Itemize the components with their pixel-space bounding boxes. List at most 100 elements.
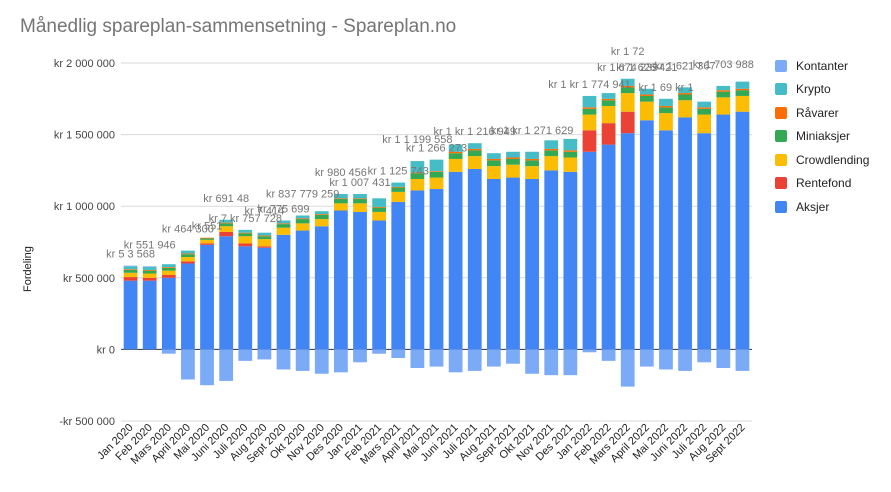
bar-aksjer — [659, 130, 673, 350]
y-axis-title: Fordeling — [22, 246, 34, 292]
bar-miniaksjer — [372, 207, 387, 212]
bar-kontanter — [525, 349, 539, 374]
bar-r-varer — [161, 267, 176, 268]
data-label: kr 837 779 259 — [266, 189, 339, 201]
bar-kontanter — [161, 349, 176, 354]
legend-item: Råvarer — [775, 101, 869, 125]
bar-r-varer — [181, 253, 195, 255]
bar-miniaksjer — [659, 107, 673, 114]
bar-crowdlending — [238, 236, 253, 244]
bar-krypto — [257, 232, 272, 236]
bar-aksjer — [123, 280, 138, 350]
bar-krypto — [544, 140, 559, 149]
bar-krypto — [295, 215, 310, 219]
bar-aksjer — [735, 111, 750, 350]
bar-aksjer — [716, 114, 731, 350]
bar-miniaksjer — [678, 94, 692, 101]
bar-aksjer — [142, 280, 157, 350]
bar-kontanter — [716, 349, 731, 369]
bar-miniaksjer — [334, 199, 348, 204]
legend-item: Crowdlending — [775, 148, 869, 172]
bar-aksjer — [181, 263, 195, 350]
bar-aksjer — [429, 189, 444, 350]
bar-crowdlending — [123, 272, 138, 278]
bar-miniaksjer — [697, 108, 712, 115]
bar-r-varer — [353, 198, 367, 200]
bar-kontanter — [639, 349, 654, 367]
bar-r-varer — [314, 214, 329, 215]
data-label: kr 1 007 431 — [329, 177, 390, 189]
bar-rentefond — [582, 130, 597, 152]
bar-aksjer — [200, 244, 214, 350]
bar-miniaksjer — [238, 233, 253, 237]
bar-r-varer — [506, 157, 520, 159]
bar-miniaksjer — [429, 171, 444, 178]
data-label: kr 1 kr 1 271 629 — [491, 125, 574, 137]
legend-swatch — [775, 177, 787, 190]
bar-r-varer — [544, 148, 559, 151]
bar-miniaksjer — [544, 150, 559, 157]
y-tick-label: kr 2 000 000 — [54, 58, 115, 70]
bar-kontanter — [410, 349, 425, 369]
bar-miniaksjer — [276, 224, 291, 228]
bar-r-varer — [123, 269, 138, 270]
legend-swatch — [775, 106, 787, 119]
bar-miniaksjer — [295, 219, 310, 224]
bar-krypto — [467, 143, 482, 149]
legend-swatch — [775, 153, 787, 166]
bar-krypto — [219, 219, 234, 223]
bar-r-varer — [142, 269, 157, 271]
bar-krypto — [697, 101, 712, 108]
chart-title: Månedlig spareplan-sammensetning - Spare… — [20, 16, 457, 37]
bar-crowdlending — [506, 164, 520, 178]
bar-kontanter — [601, 349, 616, 361]
bar-crowdlending — [334, 203, 348, 211]
bar-aksjer — [161, 277, 176, 350]
legend-label: Miniaksjer — [796, 129, 851, 144]
bar-crowdlending — [467, 156, 482, 169]
bar-krypto — [334, 194, 348, 199]
bar-krypto — [506, 151, 520, 158]
bar-crowdlending — [716, 97, 731, 115]
bar-crowdlending — [429, 177, 444, 190]
bar-rentefond — [238, 243, 253, 247]
bar-aksjer — [448, 171, 463, 350]
bar-krypto — [639, 88, 654, 95]
bar-crowdlending — [639, 101, 654, 121]
bar-rentefond — [620, 111, 635, 134]
bar-aksjer — [372, 220, 387, 350]
bar-crowdlending — [659, 113, 673, 131]
legend-item: Krypto — [775, 78, 869, 102]
bar-crowdlending — [142, 273, 157, 278]
bar-kontanter — [276, 349, 291, 370]
legend-item: Aksjer — [775, 195, 869, 219]
bar-aksjer — [601, 144, 616, 350]
bar-krypto — [525, 151, 539, 159]
bar-krypto — [391, 182, 406, 187]
bar-r-varer — [334, 198, 348, 200]
bar-miniaksjer — [582, 108, 597, 115]
bar-aksjer — [678, 117, 692, 350]
legend: Kontanter Krypto Råvarer Miniaksjer Crowdlen… — [775, 54, 869, 219]
bar-r-varer — [200, 237, 214, 239]
bar-rentefond — [142, 277, 157, 281]
bar-crowdlending — [372, 211, 387, 221]
bar-kontanter — [334, 349, 348, 373]
data-label: kr 551 — [192, 221, 223, 233]
bar-aksjer — [639, 120, 654, 350]
data-label: kr 1 626 421 — [616, 62, 677, 74]
legend-label: Crowdlending — [796, 152, 870, 167]
bar-r-varer — [429, 171, 444, 172]
bar-kontanter — [544, 349, 559, 376]
bar-miniaksjer — [563, 151, 578, 158]
bars — [123, 78, 750, 387]
bar-krypto — [486, 153, 501, 159]
bar-miniaksjer — [353, 199, 367, 204]
data-label: kr 5 3 568 — [106, 249, 155, 261]
bar-krypto — [161, 264, 176, 268]
bar-crowdlending — [697, 114, 712, 134]
bar-r-varer — [410, 172, 425, 174]
bar-krypto — [620, 78, 635, 86]
data-label: kr 1 69 kr 1 — [638, 82, 693, 94]
